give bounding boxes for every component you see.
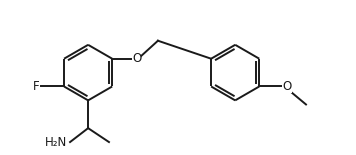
Text: O: O [282, 80, 291, 93]
Text: H₂N: H₂N [45, 136, 67, 148]
Text: F: F [33, 80, 40, 93]
Text: O: O [132, 52, 141, 65]
